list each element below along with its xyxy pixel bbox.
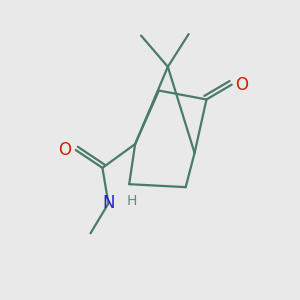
Text: H: H xyxy=(126,194,136,208)
Text: O: O xyxy=(235,76,248,94)
Text: O: O xyxy=(58,141,71,159)
Text: N: N xyxy=(102,194,115,212)
